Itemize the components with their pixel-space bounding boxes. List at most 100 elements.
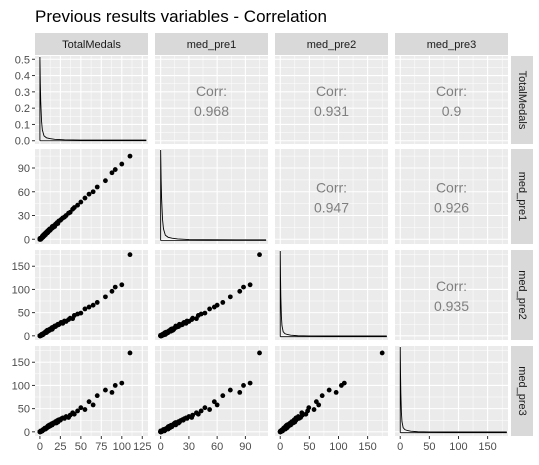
x-tick-label: 150	[478, 441, 496, 453]
y-tick-label: 90	[18, 163, 30, 175]
scatter-point	[78, 310, 84, 316]
x-tick-label: 50	[303, 441, 315, 453]
scatter-point	[202, 405, 208, 411]
scatter-point	[247, 380, 253, 386]
y-tick-label: 0	[24, 234, 30, 246]
x-tick-label: 50	[75, 441, 87, 453]
scatter-point	[78, 405, 84, 411]
panel-med_pre3-med_pre1	[155, 346, 268, 436]
panel-med_pre3-med_pre3	[395, 346, 508, 436]
y-tick-label: 0	[24, 331, 30, 343]
strip-right-label-med_pre2: med_pre2	[516, 270, 528, 320]
density-line	[399, 346, 507, 433]
strip-right-TotalMedals	[511, 56, 533, 144]
x-tick-label: 30	[183, 441, 195, 453]
x-tick-label: 100	[329, 441, 347, 453]
y-tick-label: 30	[18, 211, 30, 223]
scatter-point	[90, 302, 96, 308]
strip-top-label-med_pre3: med_pre3	[427, 39, 477, 51]
scatter-point	[112, 167, 118, 172]
scatter-point	[190, 412, 196, 418]
panel-background	[395, 346, 508, 436]
panel-TotalMedals-med_pre1: Corr: 0.968	[155, 56, 268, 144]
panel-med_pre2-TotalMedals	[35, 250, 148, 340]
corr-label: Corr:	[316, 180, 347, 196]
corr-label: Corr:	[316, 83, 347, 99]
density-line	[160, 150, 267, 241]
scatter-point	[112, 284, 118, 290]
scatter-point	[109, 170, 115, 176]
scatter-point	[75, 408, 80, 414]
corr-value: 0.931	[314, 103, 349, 119]
scatter-point	[119, 161, 125, 167]
scatter-point	[86, 191, 92, 197]
scatter-point	[214, 402, 220, 408]
panels-group: TotalMedals med_pre1 med_pre2 med_pre3 Total…	[12, 33, 533, 453]
x-tick-label: 0	[277, 441, 283, 453]
strip-top-TotalMedals	[35, 33, 148, 55]
scatter-point	[109, 288, 115, 294]
strip-top-label-med_pre2: med_pre2	[307, 39, 357, 51]
panel-TotalMedals-med_pre3: Corr: 0.9	[395, 56, 508, 144]
x-tick-label: 0	[37, 441, 43, 453]
density-line	[39, 56, 147, 141]
panel-med_pre1-TotalMedals	[35, 149, 148, 244]
y-tick-label: 150	[12, 261, 30, 273]
scatter-point	[94, 184, 100, 190]
y-tick-label: 0.4	[15, 71, 30, 83]
y-tick-label: 150	[12, 357, 30, 369]
x-tick-label: 0	[397, 441, 403, 453]
scatter-point	[214, 302, 220, 308]
y-tick-label: 50	[18, 404, 30, 416]
scatter-point	[86, 399, 92, 405]
scatter-point	[220, 300, 226, 305]
scatter-point	[127, 252, 133, 258]
panel-med_pre2-med_pre2	[275, 250, 388, 340]
scatter-point	[319, 393, 325, 399]
y-tick-label: 0.2	[15, 103, 30, 115]
y-tick-label: 100	[12, 380, 30, 392]
strip-right-med_pre2	[511, 250, 533, 340]
strip-right-label-med_pre3: med_pre3	[516, 366, 528, 416]
x-tick-label: 0	[158, 441, 164, 453]
panel-background	[275, 250, 388, 340]
scatter-point	[326, 387, 332, 393]
strip-top-label-med_pre1: med_pre1	[187, 39, 237, 51]
scatter-point	[71, 411, 77, 417]
y-tick-label: 0.0	[15, 136, 30, 148]
scatter-point	[94, 393, 100, 399]
scatter-point	[127, 350, 133, 356]
strip-right-med_pre1	[511, 149, 533, 244]
scatter-point	[379, 350, 385, 356]
y-tick-label: 50	[18, 308, 30, 320]
scatter-point	[90, 402, 96, 408]
x-tick-label: 50	[423, 441, 435, 453]
x-tick-label: 100	[113, 441, 131, 453]
scatter-point	[341, 380, 347, 386]
panel-background	[275, 149, 388, 244]
y-tick-label: 100	[12, 284, 30, 296]
x-tick-label: 125	[133, 441, 151, 453]
scatter-point	[227, 387, 233, 393]
corr-label: Corr:	[436, 83, 467, 99]
scatter-point	[333, 389, 339, 395]
scatter-point	[109, 389, 115, 395]
corr-value: 0.926	[434, 200, 469, 216]
scatter-point	[207, 407, 213, 412]
scatter-point	[103, 387, 108, 393]
x-tick-label: 25	[54, 441, 66, 453]
scatter-point	[247, 282, 253, 288]
corr-label: Corr:	[436, 278, 467, 294]
scatter-point	[82, 195, 88, 201]
strip-top-med_pre2	[275, 33, 388, 55]
scatter-point	[241, 284, 246, 290]
corr-value: 0.9	[442, 103, 462, 119]
scatter-point	[207, 306, 213, 312]
x-tick-label: 150	[358, 441, 376, 453]
scatter-point	[257, 252, 262, 258]
scatter-point	[198, 311, 204, 317]
corr-value: 0.968	[194, 103, 229, 119]
scatter-point	[190, 315, 196, 321]
